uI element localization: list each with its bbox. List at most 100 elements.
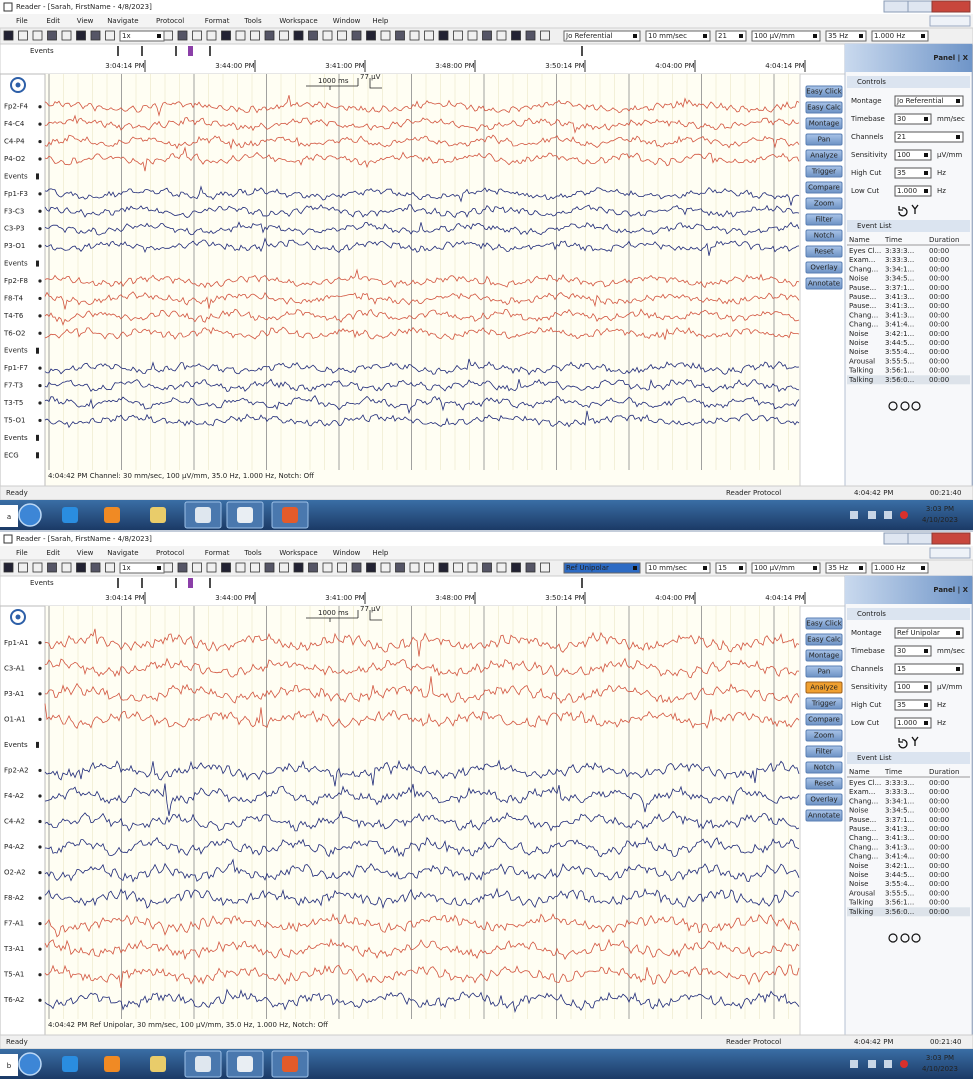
toolbar-icon[interactable] xyxy=(91,563,100,572)
toolbar-icon[interactable] xyxy=(526,563,535,572)
toolbar-icon[interactable] xyxy=(222,563,231,572)
toolbar-icon[interactable] xyxy=(439,31,448,40)
dropdown-arrow xyxy=(157,566,161,570)
toolbar-icon[interactable] xyxy=(48,563,57,572)
menu-item[interactable]: Help xyxy=(372,17,389,25)
channel-label: Events xyxy=(4,434,28,442)
menu-item[interactable]: Help xyxy=(372,549,389,557)
toolbar-icon[interactable] xyxy=(178,563,187,572)
toolbar-icon[interactable] xyxy=(367,31,376,40)
menu-item[interactable]: File xyxy=(16,17,28,25)
taskbar-icon[interactable] xyxy=(104,507,120,523)
toolbar-icon[interactable] xyxy=(77,563,86,572)
toolbar-icon[interactable] xyxy=(294,563,303,572)
toolbar-icon[interactable] xyxy=(352,563,361,572)
menu-item[interactable]: File xyxy=(16,549,28,557)
channel-label: P3-O1 xyxy=(4,242,25,250)
start-orb[interactable] xyxy=(19,504,41,526)
app-window: Reader - [Sarah, FirstName - 4/8/2023]Fi… xyxy=(0,532,973,1079)
toolbar-icon[interactable] xyxy=(512,563,521,572)
event-cell: 00:00 xyxy=(929,880,949,888)
event-cell: Pause... xyxy=(849,816,876,824)
taskbar-icon[interactable] xyxy=(150,1056,166,1072)
toolbar-icon[interactable] xyxy=(512,31,521,40)
channel-label: T3-T5 xyxy=(3,399,23,407)
menu-item[interactable]: View xyxy=(77,549,94,557)
menu-item[interactable]: Tools xyxy=(243,549,262,557)
start-orb[interactable] xyxy=(19,1053,41,1075)
minimize-button[interactable] xyxy=(884,1,908,12)
toolbar-icon[interactable] xyxy=(483,563,492,572)
toolbar-icon[interactable] xyxy=(178,31,187,40)
toolbar-icon[interactable] xyxy=(396,563,405,572)
tray-icon xyxy=(868,511,876,519)
taskbar-icon[interactable] xyxy=(237,1056,253,1072)
menu-item[interactable]: View xyxy=(77,17,94,25)
taskbar-icon[interactable] xyxy=(282,1056,298,1072)
timeline-label: Events xyxy=(30,47,54,55)
menu-item[interactable]: Navigate xyxy=(107,17,138,25)
menu-item[interactable]: Protocol xyxy=(156,17,184,25)
dropdown-arrow xyxy=(739,566,743,570)
channel-dot xyxy=(38,820,41,823)
event-cell: 3:34:5... xyxy=(885,275,914,283)
toolbar-icon[interactable] xyxy=(222,31,231,40)
status-bar xyxy=(0,486,973,500)
calibration-time: 1000 ms xyxy=(318,77,349,85)
toolbar-icon[interactable] xyxy=(526,31,535,40)
menu-item[interactable]: Window xyxy=(333,549,361,557)
toolbar-icon[interactable] xyxy=(352,31,361,40)
channel-dot xyxy=(38,384,41,387)
toolbar-icon[interactable] xyxy=(4,31,13,40)
event-cell: 00:00 xyxy=(929,797,949,805)
menu-item[interactable]: Format xyxy=(205,17,230,25)
menu-item[interactable]: Workspace xyxy=(279,549,317,557)
menu-item[interactable]: Format xyxy=(205,549,230,557)
toolbar-icon[interactable] xyxy=(439,563,448,572)
side-button-label: Overlay xyxy=(810,796,837,804)
mdi-buttons xyxy=(930,548,970,558)
taskbar-icon[interactable] xyxy=(195,1056,211,1072)
toolbar-icon[interactable] xyxy=(367,563,376,572)
side-button-label: Easy Calc xyxy=(807,636,841,644)
taskbar-icon[interactable] xyxy=(195,507,211,523)
toolbar-icon[interactable] xyxy=(91,31,100,40)
events-title: Event List xyxy=(857,222,892,230)
toolbar-icon[interactable] xyxy=(265,31,274,40)
channel-dot xyxy=(38,279,41,282)
close-button[interactable] xyxy=(932,1,970,12)
toolbar-icon[interactable] xyxy=(48,31,57,40)
maximize-button[interactable] xyxy=(908,1,932,12)
event-cell: 3:41:3... xyxy=(885,302,914,310)
toolbar-icon[interactable] xyxy=(77,31,86,40)
toolbar-icon[interactable] xyxy=(4,563,13,572)
toolbar-icon[interactable] xyxy=(265,563,274,572)
toolbar-icon[interactable] xyxy=(396,31,405,40)
taskbar-icon[interactable] xyxy=(62,1056,78,1072)
toolbar-icon[interactable] xyxy=(309,31,318,40)
toolbar-icon[interactable] xyxy=(309,563,318,572)
taskbar-icon[interactable] xyxy=(150,507,166,523)
event-marker xyxy=(36,742,39,748)
toolbar-select-text: 35 Hz xyxy=(828,564,848,572)
menu-item[interactable]: Edit xyxy=(46,17,60,25)
taskbar-icon[interactable] xyxy=(237,507,253,523)
maximize-button[interactable] xyxy=(908,533,932,544)
event-cell: Talking xyxy=(848,899,873,907)
close-button[interactable] xyxy=(932,533,970,544)
channel-dot xyxy=(38,227,41,230)
menu-item[interactable]: Navigate xyxy=(107,549,138,557)
toolbar-icon[interactable] xyxy=(483,31,492,40)
minimize-button[interactable] xyxy=(884,533,908,544)
taskbar-icon[interactable] xyxy=(282,507,298,523)
control-label: Channels xyxy=(851,133,884,141)
taskbar-icon[interactable] xyxy=(62,507,78,523)
event-cell: 3:41:3... xyxy=(885,834,914,842)
menu-item[interactable]: Workspace xyxy=(279,17,317,25)
taskbar-icon[interactable] xyxy=(104,1056,120,1072)
menu-item[interactable]: Tools xyxy=(243,17,262,25)
menu-item[interactable]: Window xyxy=(333,17,361,25)
menu-item[interactable]: Protocol xyxy=(156,549,184,557)
menu-item[interactable]: Edit xyxy=(46,549,60,557)
toolbar-icon[interactable] xyxy=(294,31,303,40)
